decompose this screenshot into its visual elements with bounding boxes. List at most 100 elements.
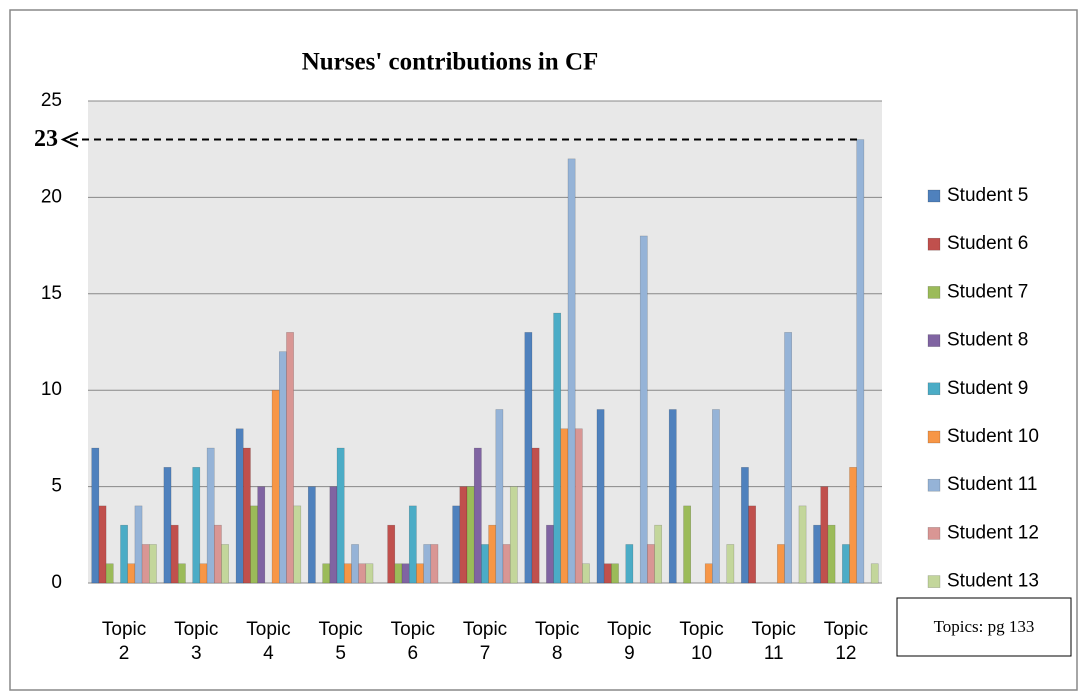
legend-swatch (927, 286, 941, 299)
x-tick-label: Topic 12 (823, 619, 869, 664)
bar (509, 486, 518, 584)
bar (163, 467, 172, 584)
y-tick-label: 10 (41, 379, 62, 400)
bar (683, 505, 691, 584)
bar (423, 544, 432, 584)
legend-label: Student 9 (947, 378, 1028, 399)
bar (625, 544, 634, 584)
legend-swatch (927, 189, 941, 203)
legend-label: Student 13 (947, 571, 1039, 592)
bar (560, 428, 569, 584)
bar (459, 486, 468, 584)
x-tick-label: Topic 3 (174, 619, 219, 664)
bar (546, 524, 554, 584)
x-tick-label: Topic 8 (534, 619, 580, 664)
bar (712, 409, 720, 584)
bar (741, 467, 749, 584)
bar (105, 563, 114, 584)
bar (286, 332, 294, 584)
bar (351, 544, 359, 584)
legend-label: Student 7 (947, 281, 1028, 302)
bar (654, 524, 663, 584)
bar (243, 447, 251, 584)
bar (842, 544, 850, 584)
bar (149, 544, 157, 584)
bar (524, 332, 533, 584)
reference-label: 23 (34, 126, 58, 152)
bar (567, 158, 576, 584)
bar (257, 486, 266, 584)
bar (134, 505, 143, 584)
bar (329, 486, 338, 584)
bar (639, 235, 648, 584)
bar (127, 563, 136, 584)
reference-arrow (60, 131, 79, 148)
bar (293, 505, 302, 584)
bar (365, 563, 374, 584)
bar (120, 524, 128, 584)
bar (582, 563, 590, 584)
x-tick-label: Topic 11 (751, 619, 796, 664)
bar (827, 524, 836, 584)
plot-area (88, 101, 882, 583)
chart-title: Nurses' contributions in CF (302, 49, 599, 76)
bar (170, 524, 179, 584)
bar (603, 563, 612, 584)
x-tick-label: Topic 2 (101, 619, 147, 664)
bar (408, 505, 417, 584)
bar (307, 486, 316, 584)
legend-swatch (927, 430, 941, 444)
y-tick-label: 25 (41, 90, 62, 111)
y-tick-label: 20 (41, 186, 62, 207)
bar (611, 563, 619, 584)
bar (221, 544, 229, 584)
bar (192, 467, 201, 584)
x-tick-label: Topic 7 (462, 619, 508, 664)
bar (250, 505, 258, 584)
legend-label: Student 10 (947, 426, 1039, 447)
bar (394, 563, 403, 584)
bar (668, 409, 677, 584)
bar (856, 139, 865, 584)
y-tick-label: 0 (51, 572, 62, 593)
bar (820, 486, 829, 584)
bar (704, 563, 713, 584)
bar (849, 467, 857, 584)
bar (596, 409, 605, 584)
legend-swatch (927, 478, 941, 492)
legend-swatch (927, 237, 941, 251)
bar (798, 505, 807, 584)
bar (343, 563, 352, 584)
legend-swatch (927, 527, 941, 540)
bar (416, 563, 424, 584)
bar (430, 544, 439, 584)
legend-label: Student 12 (947, 522, 1039, 543)
legend-label: Student 11 (947, 474, 1038, 495)
bar (502, 544, 511, 584)
bar (531, 447, 540, 584)
bar (141, 544, 150, 584)
x-tick-label: Topic 10 (679, 619, 724, 664)
bar (647, 544, 655, 584)
x-tick-label: Topic 9 (607, 619, 652, 664)
bar (481, 544, 489, 584)
bar (488, 524, 497, 584)
bar (870, 563, 879, 584)
bar (235, 428, 244, 584)
bar (214, 524, 222, 584)
legend-swatch (927, 382, 941, 396)
bar (574, 428, 583, 584)
bar (452, 505, 461, 584)
bar (91, 447, 100, 584)
bar (206, 447, 215, 584)
bar (358, 563, 367, 584)
legend-swatch (927, 334, 941, 347)
bar (495, 409, 504, 584)
x-tick-label: Topic 6 (390, 619, 435, 664)
bar (199, 563, 208, 584)
bar (813, 524, 821, 584)
legend-swatch (927, 575, 941, 588)
bar (322, 563, 331, 584)
